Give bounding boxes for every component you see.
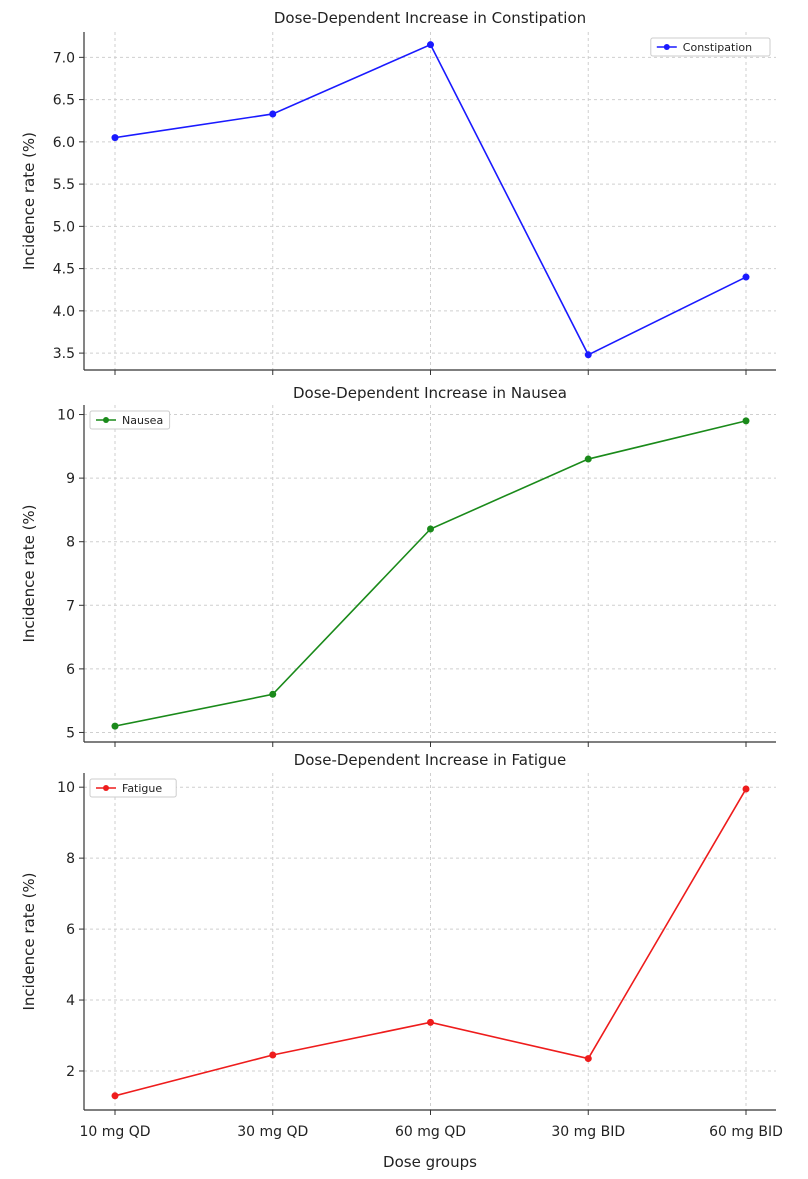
legend-box bbox=[89, 410, 171, 430]
y-tick-label: 4.5 bbox=[53, 262, 75, 278]
legend-box bbox=[650, 37, 771, 57]
chart-title: Dose-Dependent Increase in Constipation bbox=[274, 9, 586, 27]
y-tick-label: 6 bbox=[66, 662, 75, 678]
legend: Fatigue bbox=[89, 778, 177, 798]
y-tick-label: 6.0 bbox=[53, 135, 75, 151]
y-tick-label: 10 bbox=[57, 780, 75, 796]
legend-dot-marker bbox=[103, 417, 109, 423]
data-point bbox=[111, 722, 119, 730]
chart-title: Dose-Dependent Increase in Fatigue bbox=[294, 751, 567, 769]
data-point bbox=[427, 1018, 434, 1026]
y-tick-label: 7.0 bbox=[53, 50, 75, 66]
y-tick-label: 8 bbox=[66, 851, 75, 867]
chart-panel-2: Dose-Dependent Increase in Fatigue 2 4 6 8 10… bbox=[20, 751, 783, 1171]
y-axis-label: Incidence rate (%) bbox=[20, 872, 38, 1010]
chart-panel-0: Dose-Dependent Increase in Constipation 3… bbox=[20, 9, 776, 375]
data-point bbox=[111, 1092, 119, 1100]
x-tick-label: 10 mg QD bbox=[79, 1124, 150, 1140]
x-tick-label: 60 mg QD bbox=[395, 1124, 466, 1140]
data-point bbox=[584, 351, 592, 359]
x-tick-label: 30 mg QD bbox=[237, 1124, 308, 1140]
y-tick-label: 6 bbox=[66, 922, 75, 938]
legend: Constipation bbox=[650, 37, 771, 57]
data-point bbox=[427, 525, 434, 533]
y-tick-label: 10 bbox=[57, 408, 75, 424]
data-point bbox=[584, 455, 592, 463]
chart-title: Dose-Dependent Increase in Nausea bbox=[293, 384, 567, 402]
data-point bbox=[742, 785, 750, 793]
data-point bbox=[427, 41, 434, 49]
y-tick-label: 2 bbox=[66, 1064, 75, 1080]
data-point bbox=[269, 1051, 277, 1059]
y-axis-label: Incidence rate (%) bbox=[20, 132, 38, 270]
x-tick-label: 30 mg BID bbox=[551, 1124, 625, 1140]
data-point bbox=[111, 134, 119, 142]
y-tick-label: 4.0 bbox=[53, 304, 75, 320]
legend: Nausea bbox=[89, 410, 171, 430]
data-point bbox=[269, 690, 277, 698]
chart-panel-1: Dose-Dependent Increase in Nausea 5 6 7 8 9 10… bbox=[20, 384, 776, 747]
y-tick-label: 3.5 bbox=[53, 346, 75, 362]
y-tick-label: 6.5 bbox=[53, 93, 75, 109]
x-tick-label: 60 mg BID bbox=[709, 1124, 783, 1140]
y-tick-label: 5.5 bbox=[53, 177, 75, 193]
legend-label: Fatigue bbox=[122, 782, 162, 795]
y-tick-label: 4 bbox=[66, 993, 75, 1009]
y-tick-label: 7 bbox=[66, 598, 75, 614]
y-tick-label: 5 bbox=[66, 725, 75, 741]
data-point bbox=[269, 110, 277, 118]
y-tick-label: 9 bbox=[66, 471, 75, 487]
y-tick-label: 8 bbox=[66, 535, 75, 551]
legend-label: Constipation bbox=[683, 41, 752, 54]
data-point bbox=[742, 273, 750, 281]
legend-dot-marker bbox=[103, 785, 109, 791]
data-point bbox=[742, 417, 750, 425]
legend-dot-marker bbox=[663, 44, 670, 50]
x-axis-label: Dose groups bbox=[383, 1153, 477, 1171]
legend-box bbox=[89, 778, 177, 798]
data-point bbox=[584, 1055, 592, 1063]
y-axis-label: Incidence rate (%) bbox=[20, 504, 38, 642]
legend-label: Nausea bbox=[122, 414, 163, 427]
y-tick-label: 5.0 bbox=[53, 219, 75, 235]
